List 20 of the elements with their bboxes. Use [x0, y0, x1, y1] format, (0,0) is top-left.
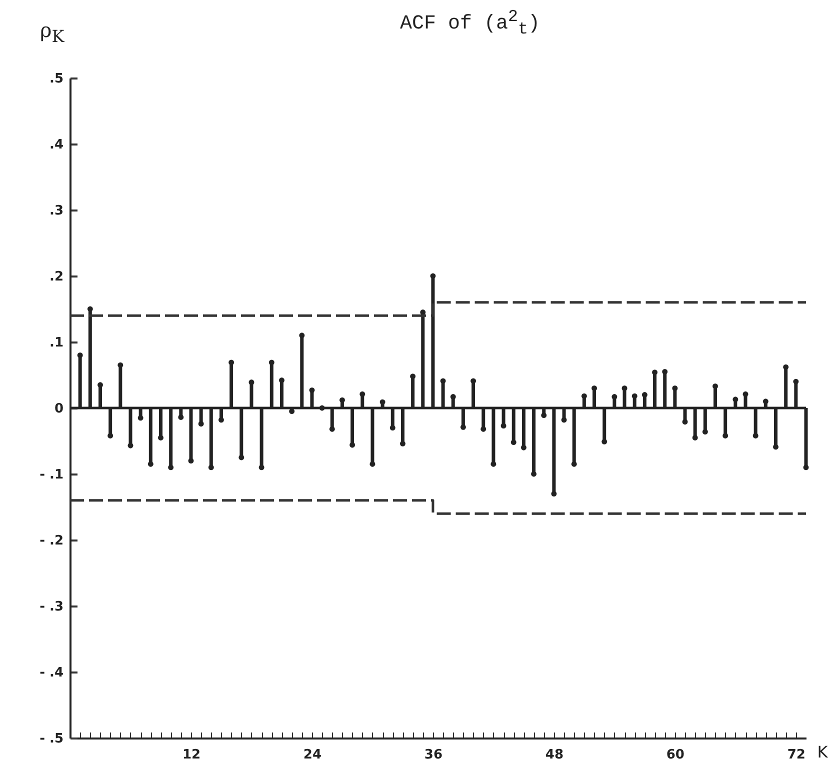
- y-tick-label: .3: [50, 204, 64, 218]
- y-tick-label: - .4: [40, 666, 64, 680]
- y-tick-label: .4: [50, 138, 64, 152]
- x-tick-label: 60: [666, 748, 684, 762]
- chart-title: ACF of (a$^{2}$$_{t}$): [398, 8, 542, 40]
- x-axis-title: K: [817, 742, 828, 762]
- x-tick-label: 48: [545, 748, 564, 762]
- y-tick-label: - .2: [40, 534, 64, 548]
- y-tick-label: - .1: [40, 468, 64, 482]
- y-axis-title: ρ$_{K}$: [40, 18, 64, 46]
- y-tick-label: - .3: [40, 600, 64, 614]
- x-tick-label: 72: [787, 748, 806, 762]
- y-tick-label: .5: [50, 72, 64, 86]
- y-tick-label: .1: [50, 336, 64, 350]
- y-tick-label: 0: [54, 402, 64, 416]
- x-tick-label: 36: [424, 748, 443, 762]
- y-tick-label: .2: [50, 270, 64, 284]
- y-tick-label: - .5: [40, 732, 64, 746]
- x-tick-label: 24: [303, 748, 322, 762]
- x-tick-label: 12: [182, 748, 201, 762]
